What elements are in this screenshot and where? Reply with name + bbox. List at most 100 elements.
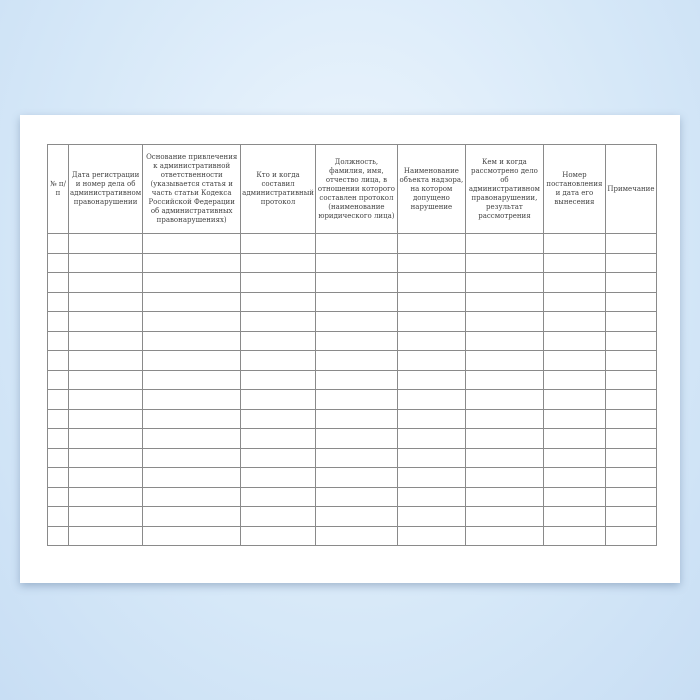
table-cell [142,428,242,449]
table-cell [542,486,606,507]
table-cell [142,506,242,527]
table-cell [240,311,316,332]
table-cell [67,447,144,468]
table-cell [542,525,606,546]
table-cell [542,350,606,371]
journal-table: № п/п Дата регистрации и номер дела об ад… [47,144,657,546]
table-row [47,350,657,371]
table-cell [464,389,544,410]
table-row [47,233,657,254]
table-cell [464,311,544,332]
table-cell [314,272,398,293]
table-cell [47,330,69,351]
table-cell [47,506,69,527]
table-cell [240,467,316,488]
journal-page: № п/п Дата регистрации и номер дела об ад… [20,115,680,583]
table-cell [67,330,144,351]
table-cell [396,330,466,351]
table-cell [542,272,606,293]
table-cell [314,428,398,449]
table-cell [464,272,544,293]
table-cell [314,408,398,429]
column-header: Основание привлечения к административной… [142,144,242,234]
table-cell [604,291,657,312]
table-cell [142,408,242,429]
table-cell [396,428,466,449]
table-cell [314,467,398,488]
table-cell [240,506,316,527]
table-cell [604,467,657,488]
table-cell [240,428,316,449]
table-cell [396,467,466,488]
table-cell [464,486,544,507]
column-header: № п/п [47,144,69,234]
table-cell [542,467,606,488]
table-cell [542,291,606,312]
table-cell [47,447,69,468]
table-cell [604,330,657,351]
table-row [47,389,657,410]
table-cell [142,369,242,390]
table-cell [464,252,544,273]
table-cell [67,369,144,390]
table-cell [67,233,144,254]
table-cell [396,272,466,293]
table-cell [314,233,398,254]
table-cell [314,311,398,332]
table-cell [604,350,657,371]
column-header: Должность, фамилия, имя, отчество лица, … [314,144,398,234]
table-row [47,447,657,468]
table-cell [314,369,398,390]
table-cell [47,486,69,507]
table-cell [142,350,242,371]
table-cell [396,252,466,273]
table-cell [542,408,606,429]
table-row [47,330,657,351]
table-cell [464,525,544,546]
table-cell [542,447,606,468]
table-cell [396,506,466,527]
table-cell [396,486,466,507]
table-cell [604,369,657,390]
table-cell [47,350,69,371]
table-cell [142,525,242,546]
column-header: Кто и когда составил административный пр… [240,144,316,234]
table-cell [67,428,144,449]
table-cell [464,428,544,449]
table-cell [240,389,316,410]
table-cell [396,291,466,312]
table-cell [604,428,657,449]
table-cell [47,291,69,312]
table-cell [604,486,657,507]
table-row [47,291,657,312]
table-cell [464,467,544,488]
table-cell [314,506,398,527]
column-header: Кем и когда рассмотрено дело об админист… [464,144,544,234]
table-row [47,525,657,546]
table-cell [464,350,544,371]
table-row [47,252,657,273]
table-cell [396,525,466,546]
table-cell [142,330,242,351]
table-cell [314,350,398,371]
table-cell [47,428,69,449]
table-cell [240,447,316,468]
table-cell [67,467,144,488]
table-row [47,311,657,332]
table-cell [396,408,466,429]
column-header: Номер постановления и дата его вынесения [542,144,606,234]
table-cell [604,389,657,410]
table-row [47,486,657,507]
header-row: № п/п Дата регистрации и номер дела об ад… [47,144,657,234]
table-cell [314,486,398,507]
table-cell [67,311,144,332]
table-cell [542,428,606,449]
table-row [47,408,657,429]
table-cell [240,330,316,351]
table-cell [396,389,466,410]
column-header: Наименование объекта надзора, на котором… [396,144,466,234]
table-cell [142,252,242,273]
table-cell [464,330,544,351]
table-cell [314,252,398,273]
table-cell [604,272,657,293]
